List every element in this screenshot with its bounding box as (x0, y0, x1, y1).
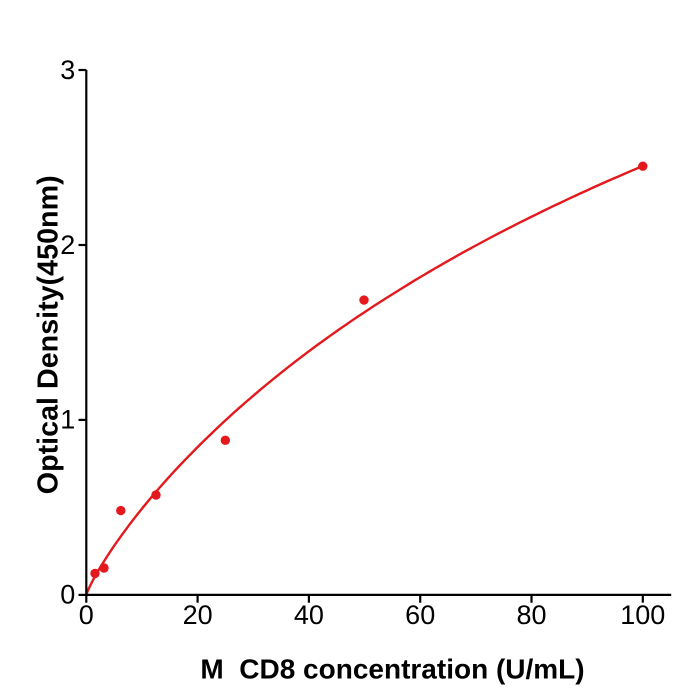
svg-text:2: 2 (60, 230, 75, 260)
svg-text:100: 100 (620, 600, 665, 630)
svg-text:Optical Density(450nm): Optical Density(450nm) (32, 175, 64, 494)
svg-text:60: 60 (405, 600, 435, 630)
svg-text:M CD8 concentration (U/mL): M CD8 concentration (U/mL) (200, 654, 584, 685)
svg-text:1: 1 (60, 405, 75, 435)
svg-text:3: 3 (60, 55, 75, 85)
svg-text:80: 80 (516, 600, 546, 630)
svg-text:20: 20 (183, 600, 213, 630)
svg-text:40: 40 (294, 600, 324, 630)
svg-text:0: 0 (60, 580, 75, 610)
svg-text:0: 0 (79, 600, 94, 630)
